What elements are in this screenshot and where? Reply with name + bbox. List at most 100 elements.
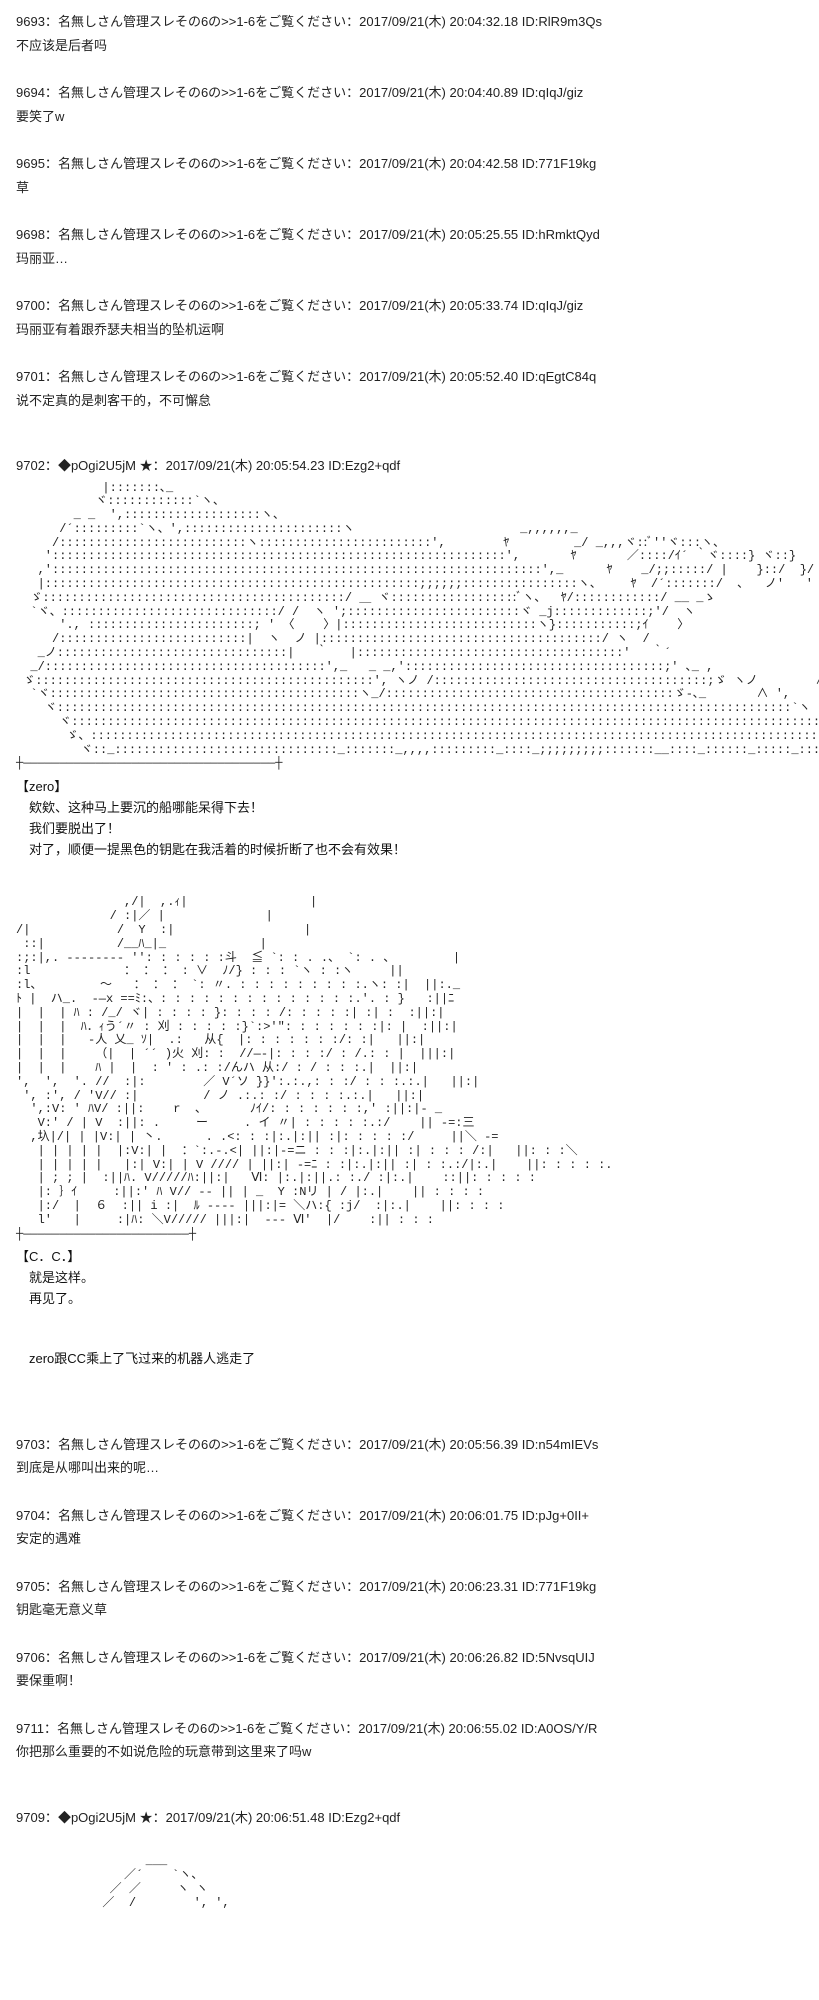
post-no: 9700 bbox=[16, 298, 45, 313]
ascii-art-zero: |:::::::､_ ヾ::::::::::::`ヽ、 _ _ ',::::::… bbox=[16, 482, 803, 772]
post-date: 2017/09/21(木) 20:06:23.31 bbox=[359, 1579, 518, 1594]
post-no: 9694 bbox=[16, 85, 45, 100]
post-no: 9702 bbox=[16, 458, 45, 473]
dialogue-line: 我们要脱出了！ bbox=[16, 819, 803, 840]
post-id: A0OS/Y/R bbox=[537, 1721, 597, 1736]
post-name: ◆pOgi2U5jM ★ bbox=[58, 1810, 153, 1825]
post-name: 名無しさん管理スレその6の>>1-6をご覧ください bbox=[58, 369, 346, 384]
post-body: 要保重啊！ bbox=[16, 1671, 803, 1691]
post-header: 9694：名無しさん管理スレその6の>>1-6をご覧ください：2017/09/2… bbox=[16, 83, 803, 103]
post-body: 要笑了w bbox=[16, 107, 803, 127]
post-date: 2017/09/21(木) 20:06:26.82 bbox=[359, 1650, 518, 1665]
post-no: 9709 bbox=[16, 1810, 45, 1825]
post-date: 2017/09/21(木) 20:04:42.58 bbox=[359, 156, 518, 171]
dialogue-line: 对了，顺便一提黑色的钥匙在我活着的时候折断了也不会有效果！ bbox=[16, 840, 803, 861]
speaker-label: 【C．C．】 bbox=[16, 1247, 803, 1268]
post-no: 9693 bbox=[16, 14, 45, 29]
post: 9704：名無しさん管理スレその6の>>1-6をご覧ください：2017/09/2… bbox=[16, 1506, 803, 1549]
post-no: 9705 bbox=[16, 1579, 45, 1594]
post-body: 玛丽亚有着跟乔瑟夫相当的坠机运啊 bbox=[16, 320, 803, 340]
post-date: 2017/09/21(木) 20:05:52.40 bbox=[359, 369, 518, 384]
post: 9698：名無しさん管理スレその6の>>1-6をご覧ください：2017/09/2… bbox=[16, 225, 803, 268]
post: 9706：名無しさん管理スレその6の>>1-6をご覧ください：2017/09/2… bbox=[16, 1648, 803, 1691]
dialogue-block: 【C．C．】 就是这样。 再见了。 bbox=[16, 1247, 803, 1309]
post: 9695：名無しさん管理スレその6の>>1-6をご覧ください：2017/09/2… bbox=[16, 154, 803, 197]
post-no: 9706 bbox=[16, 1650, 45, 1665]
post-name: 名無しさん管理スレその6の>>1-6をご覧ください bbox=[58, 85, 346, 100]
post-header: 9693：名無しさん管理スレその6の>>1-6をご覧ください：2017/09/2… bbox=[16, 12, 803, 32]
post: 9703：名無しさん管理スレその6の>>1-6をご覧ください：2017/09/2… bbox=[16, 1435, 803, 1478]
post-name: 名無しさん管理スレその6の>>1-6をご覧ください bbox=[58, 1508, 346, 1523]
post-body: 说不定真的是刺客干的，不可懈怠 bbox=[16, 391, 803, 411]
post-no: 9698 bbox=[16, 227, 45, 242]
post-date: 2017/09/21(木) 20:04:40.89 bbox=[359, 85, 518, 100]
post-id: Ezg2+qdf bbox=[345, 1810, 400, 1825]
post-name: 名無しさん管理スレその6の>>1-6をご覧ください bbox=[58, 227, 346, 242]
post-name: 名無しさん管理スレその6の>>1-6をご覧ください bbox=[58, 1650, 346, 1665]
post-no: 9704 bbox=[16, 1508, 45, 1523]
post-id: RlR9m3Qs bbox=[538, 14, 602, 29]
post-date: 2017/09/21(木) 20:06:01.75 bbox=[359, 1508, 518, 1523]
post-header: 9702：◆pOgi2U5jM ★：2017/09/21(木) 20:05:54… bbox=[16, 456, 803, 476]
post: 9701：名無しさん管理スレその6の>>1-6をご覧ください：2017/09/2… bbox=[16, 367, 803, 410]
post-date: 2017/09/21(木) 20:05:33.74 bbox=[359, 298, 518, 313]
post-date: 2017/09/21(木) 20:05:25.55 bbox=[359, 227, 518, 242]
dialogue-block: 【zero】 欸欸、这种马上要沉的船哪能呆得下去！ 我们要脱出了！ 对了，顺便一… bbox=[16, 777, 803, 860]
post-header: 9703：名無しさん管理スレその6の>>1-6をご覧ください：2017/09/2… bbox=[16, 1435, 803, 1455]
post-header: 9704：名無しさん管理スレその6の>>1-6をご覧ください：2017/09/2… bbox=[16, 1506, 803, 1526]
post-id: pJg+0II+ bbox=[538, 1508, 589, 1523]
post-date: 2017/09/21(木) 20:06:55.02 bbox=[358, 1721, 517, 1736]
post-id: 771F19kg bbox=[538, 1579, 596, 1594]
post-body: 玛丽亚… bbox=[16, 249, 803, 269]
post: 9700：名無しさん管理スレその6の>>1-6をご覧ください：2017/09/2… bbox=[16, 296, 803, 339]
post-header: 9701：名無しさん管理スレその6の>>1-6をご覧ください：2017/09/2… bbox=[16, 367, 803, 387]
post-id: 771F19kg bbox=[538, 156, 596, 171]
post-body: 安定的遇难 bbox=[16, 1529, 803, 1549]
post-id: hRmktQyd bbox=[538, 227, 599, 242]
post-date: 2017/09/21(木) 20:04:32.18 bbox=[359, 14, 518, 29]
post-header: 9709：◆pOgi2U5jM ★：2017/09/21(木) 20:06:51… bbox=[16, 1808, 803, 1828]
post-body: 到底是从哪叫出来的呢… bbox=[16, 1458, 803, 1478]
dialogue-line: 就是这样。 bbox=[16, 1268, 803, 1289]
post-id: qIqJ/giz bbox=[538, 85, 583, 100]
post: 9694：名無しさん管理スレその6の>>1-6をご覧ください：2017/09/2… bbox=[16, 83, 803, 126]
post-date: 2017/09/21(木) 20:05:56.39 bbox=[359, 1437, 518, 1452]
post-name: 名無しさん管理スレその6の>>1-6をご覧ください bbox=[57, 1721, 345, 1736]
post-date: 2017/09/21(木) 20:06:51.48 bbox=[166, 1810, 325, 1825]
post-aa: 9702：◆pOgi2U5jM ★：2017/09/21(木) 20:05:54… bbox=[16, 456, 803, 1367]
post-no: 9711 bbox=[16, 1721, 44, 1736]
dialogue-line: 再见了。 bbox=[16, 1289, 803, 1310]
post: 9705：名無しさん管理スレその6の>>1-6をご覧ください：2017/09/2… bbox=[16, 1577, 803, 1620]
post-name: 名無しさん管理スレその6の>>1-6をご覧ください bbox=[58, 1579, 346, 1594]
narration-line: zero跟CC乘上了飞过来的机器人逃走了 bbox=[16, 1348, 803, 1367]
speaker-label: 【zero】 bbox=[16, 777, 803, 798]
post-name: 名無しさん管理スレその6の>>1-6をご覧ください bbox=[58, 14, 346, 29]
post-id: qEgtC84q bbox=[538, 369, 596, 384]
ascii-art-partial: ___ ／´ `ヽ、 ／ ／ ヽ ヽ ／ / ', ', bbox=[16, 1855, 803, 1910]
post-name: 名無しさん管理スレその6の>>1-6をご覧ください bbox=[58, 1437, 346, 1452]
post-id: Ezg2+qdf bbox=[345, 458, 400, 473]
post-no: 9703 bbox=[16, 1437, 45, 1452]
post-header: 9705：名無しさん管理スレその6の>>1-6をご覧ください：2017/09/2… bbox=[16, 1577, 803, 1597]
post-no: 9701 bbox=[16, 369, 45, 384]
post-body: 不应该是后者吗 bbox=[16, 36, 803, 56]
post-name: 名無しさん管理スレその6の>>1-6をご覧ください bbox=[58, 156, 346, 171]
post-no: 9695 bbox=[16, 156, 45, 171]
post-body: 你把那么重要的不如说危险的玩意带到这里来了吗w bbox=[16, 1742, 803, 1762]
dialogue-line: 欸欸、这种马上要沉的船哪能呆得下去！ bbox=[16, 798, 803, 819]
post-body: 草 bbox=[16, 178, 803, 198]
post-id: 5NvsqUIJ bbox=[538, 1650, 594, 1665]
post-body: 钥匙毫无意义草 bbox=[16, 1600, 803, 1620]
ascii-art-cc: ,/| ,.ｨ| | / :|／ | | /| / Y :| | ::| /__… bbox=[16, 896, 803, 1241]
post-header: 9695：名無しさん管理スレその6の>>1-6をご覧ください：2017/09/2… bbox=[16, 154, 803, 174]
post-id: n54mIEVs bbox=[538, 1437, 598, 1452]
post-date: 2017/09/21(木) 20:05:54.23 bbox=[166, 458, 325, 473]
post-id: qIqJ/giz bbox=[538, 298, 583, 313]
post: 9711：名無しさん管理スレその6の>>1-6をご覧ください：2017/09/2… bbox=[16, 1719, 803, 1762]
post-header: 9698：名無しさん管理スレその6の>>1-6をご覧ください：2017/09/2… bbox=[16, 225, 803, 245]
post-name: ◆pOgi2U5jM ★ bbox=[58, 458, 153, 473]
post: 9693：名無しさん管理スレその6の>>1-6をご覧ください：2017/09/2… bbox=[16, 12, 803, 55]
post-aa: 9709：◆pOgi2U5jM ★：2017/09/21(木) 20:06:51… bbox=[16, 1808, 803, 1911]
post-name: 名無しさん管理スレその6の>>1-6をご覧ください bbox=[58, 298, 346, 313]
post-header: 9706：名無しさん管理スレその6の>>1-6をご覧ください：2017/09/2… bbox=[16, 1648, 803, 1668]
